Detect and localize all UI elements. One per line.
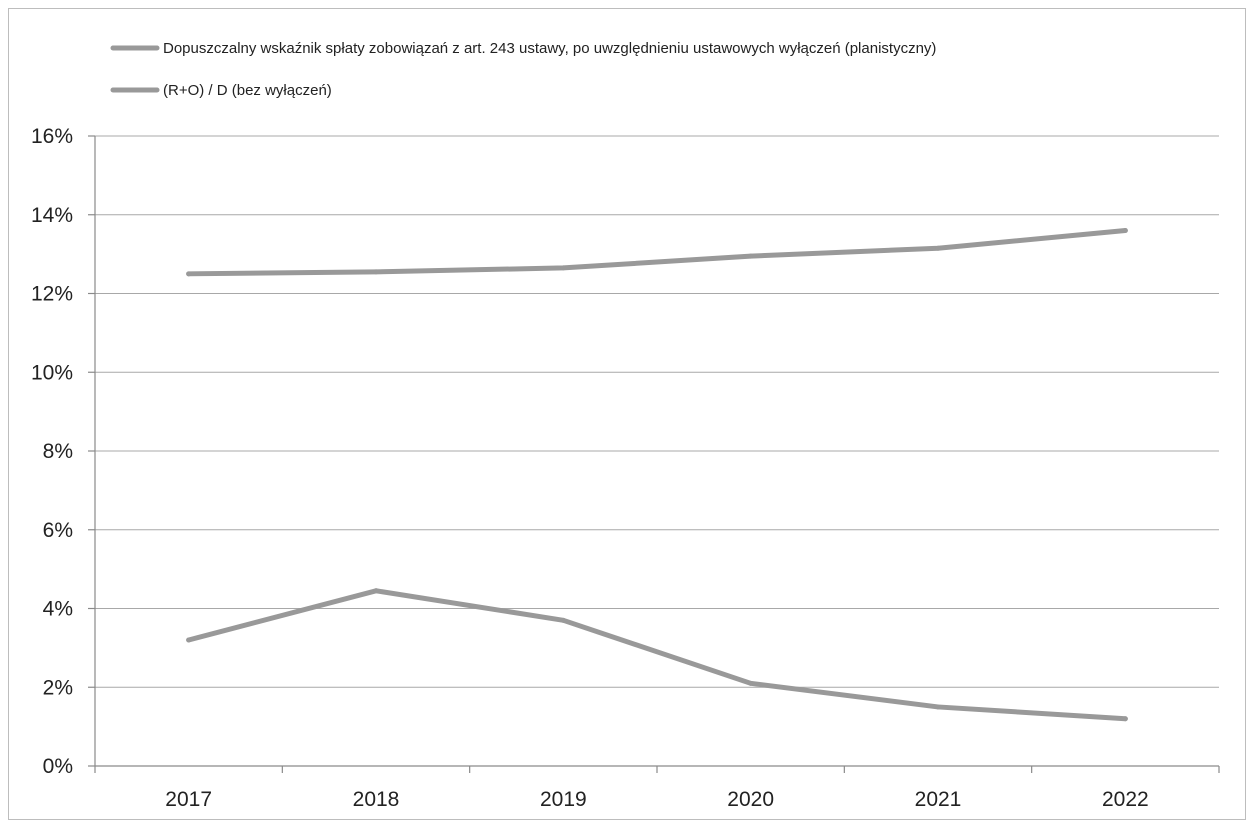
grid-lines (95, 135, 1219, 688)
x-tick-label: 2019 (540, 788, 587, 811)
data-point (748, 680, 754, 686)
data-point (1122, 716, 1128, 722)
series-line-1 (186, 228, 1128, 277)
x-tick-label: 2022 (1102, 788, 1149, 811)
data-point (748, 253, 754, 259)
data-point (935, 245, 941, 251)
y-tick-label: 6% (43, 519, 73, 542)
data-point (1122, 228, 1128, 233)
y-tick-labels: 0% 2% 4% 6% 8% 10% 12% 14% 16% (31, 125, 73, 778)
legend-entry-label: Dopuszczalny wskaźnik spłaty zobowiązań … (163, 40, 936, 57)
y-tick-label: 10% (31, 361, 73, 384)
data-point (373, 269, 379, 275)
y-tick-label: 0% (43, 755, 73, 778)
y-tick-label: 14% (31, 204, 73, 227)
line-chart: 0%2%4%6%8%10%12%14%16% 2017 2018 2019 2020 2… (31, 40, 1220, 811)
chart-frame: 0% 2% 4% 6% 8% 10% 12% 14% 16% 2017 2018 2019 2020 2… (8, 8, 1246, 820)
data-point (560, 265, 566, 271)
axes (88, 135, 1220, 773)
y-tick-label: 2% (43, 676, 73, 699)
y-tick-label: 4% (43, 598, 73, 621)
x-tick-label: 2017 (165, 788, 212, 811)
x-tick-label: 2021 (915, 788, 962, 811)
data-point (373, 588, 379, 594)
series-lines (186, 228, 1128, 722)
series-line-2 (186, 588, 1128, 722)
legend: Dopuszczalny wskaźnik spłaty zobowiązań … (110, 40, 936, 99)
x-tick-label: 2020 (727, 788, 774, 811)
legend-entry-label: (R+O) / D (bez wyłączeń) (163, 82, 332, 99)
y-tick-label: 8% (43, 440, 73, 463)
data-point (186, 271, 192, 277)
x-tick-label: 2018 (353, 788, 400, 811)
data-point (186, 637, 192, 643)
data-point (935, 704, 941, 710)
y-tick-label: 12% (31, 283, 73, 306)
data-point (560, 617, 566, 623)
y-tick-label: 16% (31, 125, 73, 148)
x-tick-labels: 2017 2018 2019 2020 2021 2022 (165, 788, 1148, 811)
